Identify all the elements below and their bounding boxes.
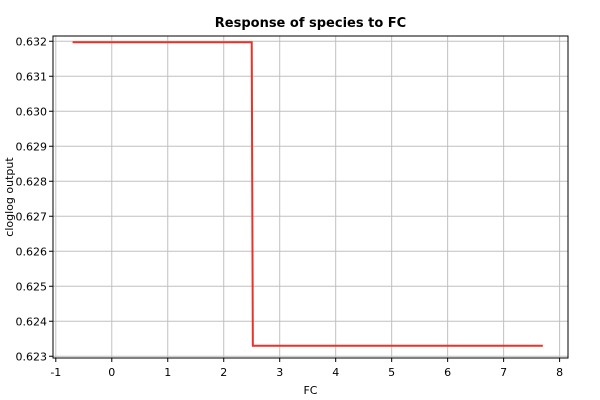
x-tick-label: 7 <box>500 366 507 379</box>
series-layer <box>72 41 543 347</box>
x-tick-label: 2 <box>220 366 227 379</box>
chart-title: Response of species to FC <box>215 16 406 31</box>
x-tick-label: -1 <box>50 366 61 379</box>
y-tick-label: 0.632 <box>16 35 48 48</box>
x-tick-label: 8 <box>556 366 563 379</box>
y-tick-label: 0.627 <box>16 210 48 223</box>
plot-frame <box>52 35 569 359</box>
y-tick-label: 0.625 <box>16 280 48 293</box>
series-line <box>72 41 543 347</box>
y-tick-label: 0.629 <box>16 140 48 153</box>
grid <box>53 36 568 358</box>
y-tick-label: 0.628 <box>16 175 48 188</box>
x-axis-label: FC <box>303 384 317 397</box>
y-tick-label: 0.631 <box>16 70 48 83</box>
x-tick-label: 1 <box>164 366 171 379</box>
x-tick-label: 5 <box>388 366 395 379</box>
y-tick-label: 0.623 <box>16 350 48 363</box>
y-axis-label: cloglog output <box>3 157 16 237</box>
y-tick-label: 0.626 <box>16 245 48 258</box>
y-tick-label: 0.624 <box>16 315 48 328</box>
x-tick-label: 6 <box>444 366 451 379</box>
y-tick-label: 0.630 <box>16 105 48 118</box>
x-tick-label: 4 <box>332 366 339 379</box>
x-tick-label: 0 <box>108 366 115 379</box>
ticks: -1 0 1 2 3 4 5 6 7 8 0.623 0.624 0.625 0.626 0.627 0.62… <box>16 35 564 379</box>
x-tick-label: 3 <box>276 366 283 379</box>
